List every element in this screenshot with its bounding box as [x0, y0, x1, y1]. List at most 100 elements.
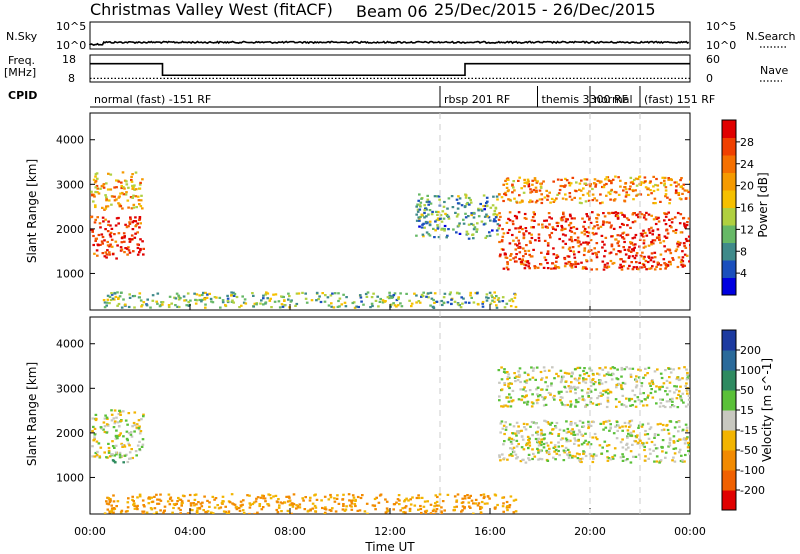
scatter-cell	[105, 301, 109, 304]
scatter-cell	[674, 231, 678, 234]
scatter-cell	[479, 208, 483, 211]
scatter-cell	[370, 302, 374, 305]
scatter-cell	[615, 420, 619, 424]
scatter-cell	[658, 388, 661, 391]
scatter-cell	[126, 460, 130, 464]
scatter-cell	[126, 253, 129, 256]
scatter-cell	[643, 255, 646, 258]
scatter-cell	[323, 512, 326, 514]
scatter-cell	[118, 434, 121, 437]
scatter-cell	[509, 305, 513, 308]
scatter-cell	[522, 422, 526, 425]
scatter-cell	[552, 180, 555, 183]
freq-frame	[89, 54, 691, 83]
scatter-cell	[580, 433, 583, 436]
scatter-cell	[543, 433, 547, 436]
scatter-cell	[688, 452, 690, 455]
scatter-cell	[651, 233, 654, 236]
scatter-cell	[663, 179, 666, 182]
scatter-cell	[408, 509, 412, 512]
scatter-cell	[668, 198, 672, 201]
scatter-cell	[632, 247, 635, 251]
scatter-cell	[665, 212, 669, 215]
scatter-cell	[539, 434, 543, 437]
scatter-cell	[540, 201, 544, 205]
scatter-cell	[651, 256, 654, 259]
scatter-cell	[575, 181, 578, 184]
scatter-cell	[589, 249, 593, 252]
scatter-cell	[117, 302, 121, 306]
scatter-cell	[141, 240, 144, 243]
scatter-cell	[512, 239, 515, 242]
scatter-cell	[591, 231, 595, 235]
scatter-cell	[681, 256, 685, 259]
scatter-cell	[503, 306, 507, 309]
scatter-cell	[503, 432, 506, 436]
scatter-cell	[131, 425, 134, 428]
scatter-cell	[550, 267, 553, 270]
scatter-cell	[122, 461, 125, 464]
scatter-cell	[469, 201, 473, 204]
scatter-cell	[388, 297, 391, 300]
scatter-cell	[127, 432, 131, 435]
scatter-cell	[530, 420, 534, 424]
scatter-cell	[417, 494, 420, 497]
scatter-cell	[116, 421, 120, 424]
scatter-cell	[571, 372, 574, 375]
scatter-cell	[530, 219, 534, 222]
scatter-cell	[589, 443, 593, 446]
scatter-cell	[675, 191, 678, 194]
scatter-cell	[122, 193, 126, 196]
scatter-cell	[537, 437, 540, 440]
scatter-cell	[315, 498, 319, 501]
scatter-cell	[675, 421, 678, 424]
scatter-cell	[117, 412, 121, 416]
scatter-cell	[674, 249, 678, 253]
scatter-cell	[469, 198, 472, 202]
scatter-cell	[216, 504, 219, 507]
scatter-cell	[550, 382, 553, 385]
scatter-cell	[255, 303, 258, 306]
scatter-cell	[582, 377, 585, 380]
scatter-cell	[627, 432, 630, 435]
scatter-cell	[500, 366, 503, 369]
scatter-cell	[469, 291, 472, 294]
scatter-cell	[196, 509, 199, 512]
scatter-cell	[261, 506, 265, 509]
scatter-cell	[509, 495, 513, 498]
scatter-cell	[618, 226, 622, 229]
scatter-cell	[546, 226, 549, 229]
scatter-cell	[286, 500, 290, 503]
scatter-cell	[600, 382, 604, 385]
scatter-cell	[582, 241, 585, 244]
scatter-cell	[689, 220, 690, 223]
scatter-cell	[689, 243, 690, 247]
scatter-cell	[320, 499, 323, 502]
scatter-cell	[120, 181, 123, 184]
scatter-cell	[512, 499, 516, 502]
scatter-cell	[672, 368, 675, 371]
scatter-cell	[663, 184, 666, 187]
scatter-cell	[601, 223, 605, 226]
scatter-cell	[274, 494, 278, 497]
scatter-cell	[582, 187, 585, 190]
scatter-cell	[633, 257, 637, 260]
scatter-cell	[114, 224, 118, 227]
scatter-cell	[127, 442, 130, 445]
scatter-cell	[117, 216, 120, 220]
scatter-cell	[551, 366, 554, 369]
scatter-cell	[651, 239, 655, 242]
scatter-cell	[542, 180, 545, 183]
scatter-cell	[342, 503, 345, 506]
scatter-cell	[91, 417, 95, 420]
nave-label: Nave	[760, 64, 788, 77]
scatter-cell	[440, 228, 443, 231]
scatter-cell	[509, 396, 513, 399]
colorbar-tick-label: 100	[740, 364, 761, 377]
scatter-cell	[260, 299, 263, 302]
scatter-cell	[593, 197, 596, 200]
scatter-cell	[472, 502, 475, 505]
scatter-cell	[583, 249, 586, 252]
scatter-cell	[179, 512, 182, 514]
